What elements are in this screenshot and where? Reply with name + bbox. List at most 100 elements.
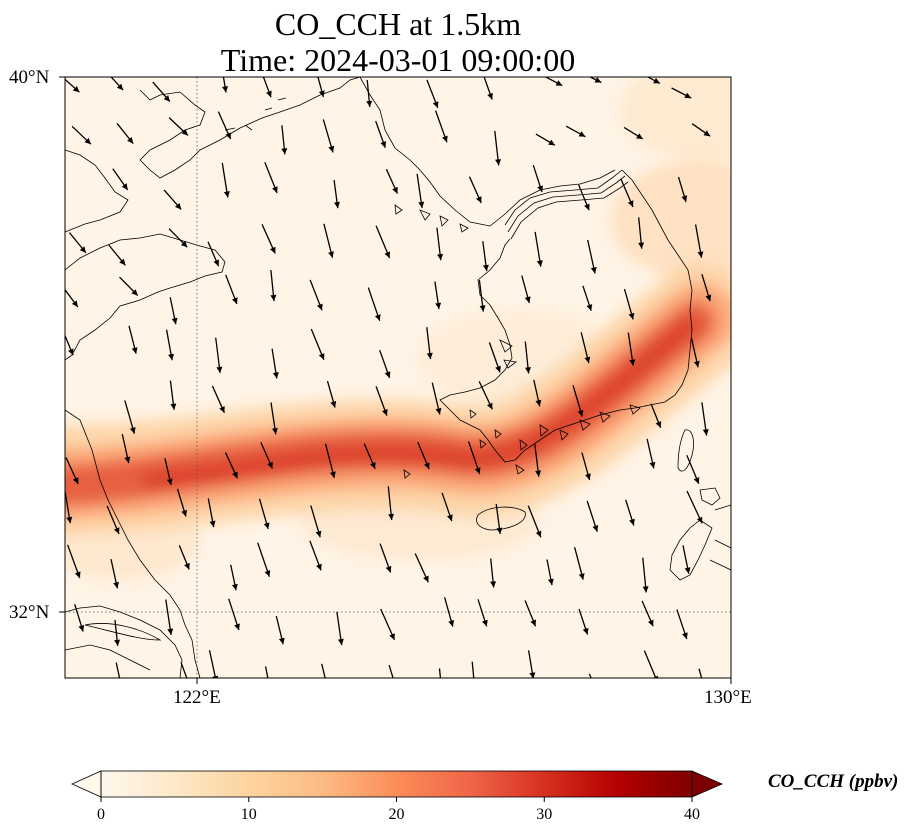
wind-arrow (546, 559, 554, 586)
map-plot-area (52, 77, 731, 678)
wind-vectors (52, 77, 712, 678)
wind-arrow (309, 279, 323, 311)
wind-arrow (623, 126, 644, 140)
wind-arrow (124, 400, 136, 434)
colorbar-tick-label: 20 (388, 806, 405, 823)
wind-arrow (494, 130, 501, 166)
wind-arrow (65, 78, 80, 93)
field-patch (620, 77, 731, 160)
colorbar-tick-label: 0 (97, 806, 105, 823)
wind-arrow (165, 599, 174, 635)
colorbar-extend-max (691, 770, 724, 798)
colorbar-extend-min (71, 770, 102, 798)
wind-arrow (535, 133, 556, 146)
wind-arrow (482, 241, 489, 272)
wind-arrow (108, 244, 126, 266)
wind-arrow (261, 224, 276, 254)
border-korea-2 (507, 175, 626, 233)
wind-arrow (379, 349, 391, 379)
figure-title-line-1: CO_CCH at 1.5km (274, 6, 522, 42)
colorbar-tick-label: 40 (684, 806, 700, 823)
wind-arrow (324, 443, 336, 479)
wind-arrow (471, 661, 475, 678)
wind-arrow (375, 386, 388, 416)
wind-arrow (74, 604, 85, 632)
wind-arrow (225, 274, 238, 305)
coastline-jiangsu (65, 409, 201, 678)
wind-arrow (490, 558, 497, 588)
wind-arrow (110, 558, 119, 589)
wind-arrow (207, 498, 216, 528)
wind-arrow (436, 227, 444, 261)
wind-arrow (310, 505, 322, 538)
wind-arrow (690, 338, 700, 368)
wind-arrow (65, 334, 74, 356)
coastline-liaodong (139, 77, 361, 179)
wind-arrow (580, 332, 591, 364)
wind-arrow (426, 327, 433, 360)
wind-arrow (168, 117, 189, 136)
lat-label-32N: 32°N (9, 602, 50, 623)
wind-arrow (387, 486, 394, 521)
wind-arrow (375, 225, 391, 259)
wind-arrow (417, 441, 430, 470)
lon-label-122E: 122°E (173, 687, 221, 708)
wind-arrow (112, 168, 129, 191)
wind-arrow (180, 662, 188, 678)
wind-arrow (388, 664, 394, 678)
wind-arrow (677, 176, 688, 203)
wind-arrow (257, 542, 271, 578)
wind-arrow (434, 110, 448, 143)
wind-arrow (441, 492, 453, 522)
wind-arrow (572, 385, 584, 417)
wind-arrow (221, 162, 230, 198)
wind-arrow (121, 433, 131, 464)
wind-arrow (686, 454, 700, 485)
wind-arrow (524, 600, 537, 627)
wind-arrow (336, 611, 344, 646)
wind-arrow (642, 557, 649, 593)
japan-coast (709, 504, 731, 571)
wind-arrow (68, 232, 87, 254)
field-patch (610, 160, 731, 280)
tsushima-island (677, 429, 694, 472)
wind-arrow (701, 402, 709, 436)
wind-arrow (366, 79, 373, 108)
wind-arrow (426, 79, 439, 109)
wind-arrow (431, 382, 442, 415)
wind-arrow (169, 297, 178, 325)
wind-arrow (65, 457, 79, 485)
wind-arrow (527, 505, 542, 538)
wind-arrow (495, 503, 503, 534)
map-frame (64, 76, 732, 679)
wind-arrow (270, 270, 277, 302)
wind-arrow (527, 650, 536, 678)
wind-arrow (367, 287, 381, 322)
wind-arrow (414, 553, 429, 583)
wind-arrow (533, 379, 542, 407)
wind-arrow (215, 337, 223, 373)
wind-arrow (260, 442, 273, 469)
wind-arrow (264, 162, 278, 194)
wind-arrow (385, 168, 398, 194)
border-korea-3 (510, 181, 629, 240)
wind-arrow (116, 122, 134, 145)
wind-arrow (434, 281, 442, 310)
coastline-yangtze-south (65, 644, 151, 671)
wind-arrow (110, 77, 124, 91)
wind-arrow (281, 125, 288, 155)
archipelago-islands (403, 404, 641, 479)
wind-arrow (323, 223, 334, 258)
wind-arrow (416, 173, 425, 209)
wind-arrow (321, 663, 326, 678)
wind-arrow (577, 184, 590, 211)
border-korea-1 (504, 169, 623, 226)
wind-arrow (623, 288, 635, 320)
liaodong-islands (224, 97, 287, 131)
wind-arrow (573, 547, 585, 580)
wind-arrow (52, 380, 64, 414)
wind-arrow (375, 120, 387, 149)
wind-arrow (66, 544, 81, 579)
wind-arrow (627, 332, 636, 366)
